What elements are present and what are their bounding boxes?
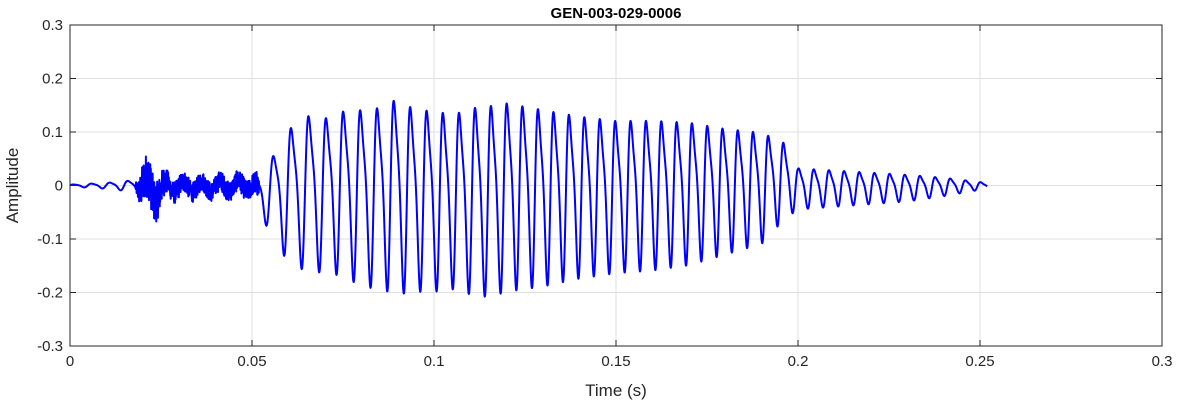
- waveform-series-line: [69, 99, 989, 298]
- x-tick-label: 0: [66, 353, 74, 370]
- x-tick-label: 0.25: [965, 353, 994, 370]
- x-axis-label: Time (s): [585, 381, 647, 400]
- x-tick-label: 0.05: [237, 353, 266, 370]
- y-tick-label: 0.3: [42, 17, 63, 34]
- y-tick-label: -0.3: [37, 338, 63, 355]
- x-tick-label: 0.1: [424, 353, 445, 370]
- y-tick-label: -0.2: [37, 285, 63, 302]
- y-tick-label: -0.1: [37, 231, 63, 248]
- x-tick-label: 0.2: [788, 353, 809, 370]
- x-tick-label: 0.3: [1152, 353, 1173, 370]
- x-axis-ticks: 0 0.05 0.1 0.15 0.2 0.25 0.3: [66, 25, 1173, 370]
- y-tick-label: 0.2: [42, 71, 63, 88]
- chart-title: GEN-003-029-0006: [551, 5, 682, 22]
- x-tick-label: 0.15: [601, 353, 630, 370]
- y-axis-ticks: -0.3 -0.2 -0.1 0 0.1 0.2 0.3: [37, 17, 1162, 355]
- y-tick-label: 0: [55, 178, 63, 195]
- y-axis-label: Amplitude: [3, 148, 22, 224]
- y-tick-label: 0.1: [42, 124, 63, 141]
